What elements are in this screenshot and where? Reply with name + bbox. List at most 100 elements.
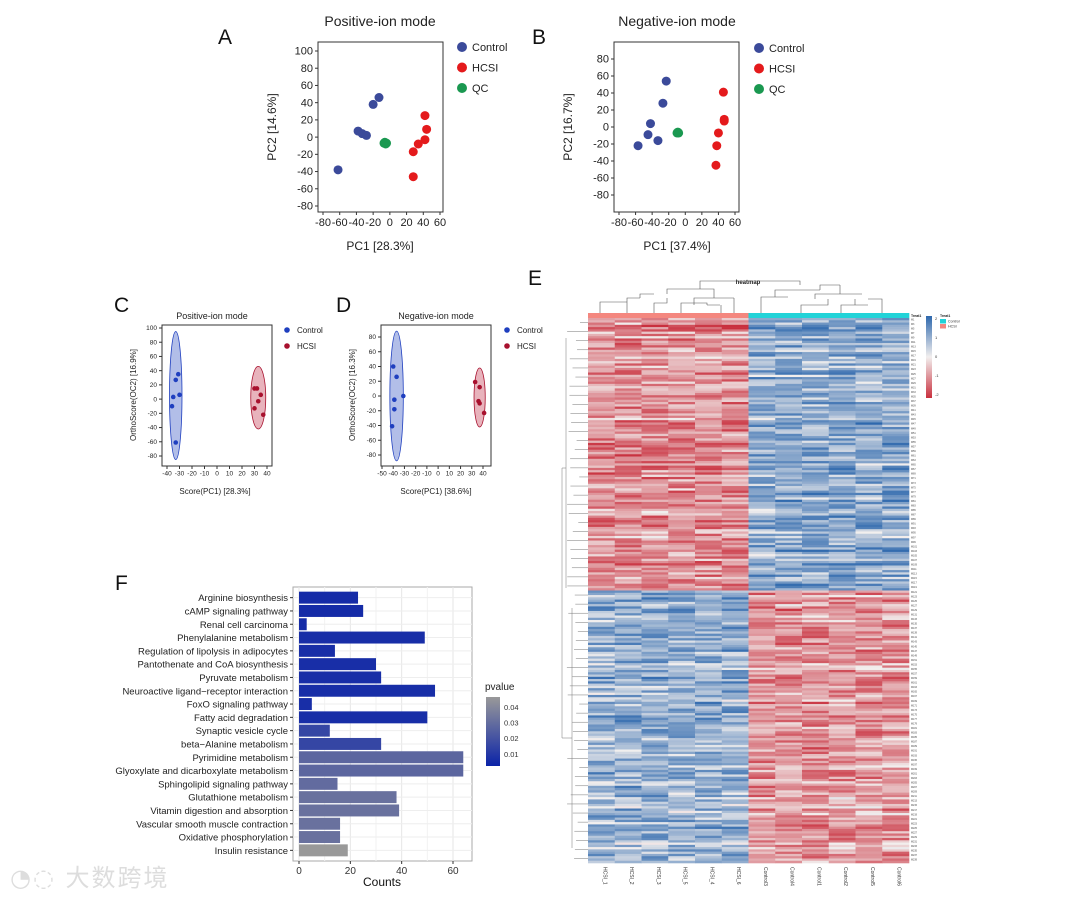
heatmap-cell <box>882 792 910 796</box>
heatmap-cell <box>695 624 723 628</box>
heatmap-cell <box>855 694 883 698</box>
heatmap-cell <box>802 610 830 614</box>
heatmap-cell <box>855 635 883 639</box>
heatmap-cell <box>695 683 723 687</box>
plot-a-ytick-label: 20 <box>301 115 313 127</box>
heatmap-cell <box>695 513 723 516</box>
heatmap-cell <box>588 422 616 426</box>
heatmap-cell <box>721 492 749 496</box>
heatmap-cell <box>668 554 696 557</box>
plot-b-xtick-label: -40 <box>644 217 660 229</box>
heatmap-cell <box>855 581 883 584</box>
heatmap-cell <box>641 367 669 371</box>
pvalue-colorbar <box>486 697 500 766</box>
heatmap-cell <box>855 529 883 532</box>
heatmap-cell <box>855 392 883 396</box>
heatmap-cell <box>695 822 723 825</box>
plot-a-control-point <box>368 99 378 109</box>
heatmap-cell <box>775 347 803 351</box>
annotation-cell <box>641 313 669 318</box>
heatmap-cell <box>775 429 803 432</box>
heatmap-cell <box>695 760 723 764</box>
heatmap-cell <box>668 560 696 564</box>
heatmap-cell <box>695 538 723 541</box>
heatmap-cell <box>695 601 723 605</box>
heatmap-cell <box>668 685 696 689</box>
heatmap-cell <box>828 465 856 469</box>
heatmap-cell <box>855 633 883 637</box>
heatmap-cell <box>802 476 830 480</box>
heatmap-cell <box>721 669 749 673</box>
heatmap-cell <box>695 626 723 630</box>
heatmap-cell <box>588 361 616 364</box>
heatmap-cell <box>855 515 883 519</box>
plot-d-hcsi-point <box>481 410 487 416</box>
heatmap-cell <box>882 429 910 432</box>
heatmap-cell <box>828 515 856 519</box>
heatmap-cell <box>695 397 723 401</box>
heatmap-cell <box>641 808 669 812</box>
plot-a-xtick-label: 60 <box>434 217 446 229</box>
heatmap-cell <box>668 342 696 346</box>
heatmap-cell <box>748 318 776 321</box>
heatmap-cell <box>588 581 616 584</box>
heatmap-cell <box>721 481 749 485</box>
heatmap-cell <box>775 626 803 630</box>
heatmap-cell <box>828 497 856 500</box>
heatmap-cell <box>775 365 803 369</box>
plot-d-control-point <box>389 423 395 429</box>
heatmap-cell <box>828 585 856 589</box>
heatmap-cell <box>748 345 776 348</box>
heatmap-cell <box>668 631 696 634</box>
heatmap-cell <box>802 749 830 753</box>
heatmap-cell <box>828 504 856 507</box>
heatmap-cell <box>721 860 749 864</box>
plot-d-legend-control-marker <box>504 327 510 333</box>
bar <box>299 604 364 617</box>
heatmap-cell <box>695 495 723 498</box>
heatmap-cell <box>668 651 696 655</box>
heatmap-cell <box>668 828 696 832</box>
heatmap-cell <box>775 853 803 857</box>
heatmap-cell <box>802 851 830 855</box>
heatmap-cell <box>588 340 616 344</box>
heatmap-cell <box>588 633 616 637</box>
heatmap-cell <box>748 402 776 405</box>
heatmap-cell <box>668 729 696 732</box>
heatmap-cell <box>882 731 910 734</box>
heatmap-cell <box>668 585 696 589</box>
heatmap-cell <box>882 694 910 698</box>
heatmap-cell <box>641 508 669 512</box>
heatmap-cell <box>695 563 723 566</box>
heatmap-cell <box>828 358 856 362</box>
heatmap-cell <box>882 560 910 564</box>
heatmap-cell <box>855 785 883 789</box>
heatmap-cell <box>775 461 803 464</box>
heatmap-cell <box>721 390 749 394</box>
heatmap-cell <box>588 517 616 521</box>
heatmap-cell <box>695 763 723 766</box>
heatmap-cell <box>882 406 910 410</box>
plot-b-hcsi-point <box>712 141 722 151</box>
heatmap-cell <box>641 606 669 609</box>
heatmap-cell <box>828 458 856 462</box>
heatmap-cell <box>668 476 696 480</box>
heatmap-cell <box>882 411 910 414</box>
heatmap-cell <box>588 463 616 466</box>
plot-b-hcsi-point <box>713 128 723 138</box>
plot-c-legend-control-marker <box>284 327 290 333</box>
heatmap-cell <box>775 342 803 346</box>
plot-b-xtick-label: -20 <box>661 217 677 229</box>
heatmap-cell <box>721 411 749 414</box>
heatmap-cell <box>614 635 642 639</box>
heatmap-cell <box>588 427 616 430</box>
heatmap-cell <box>748 572 776 575</box>
heatmap-cell <box>614 851 642 855</box>
heatmap-cell <box>828 397 856 401</box>
heatmap-cell <box>828 645 856 648</box>
heatmap-cell <box>614 799 642 802</box>
heatmap-cell <box>721 606 749 609</box>
heatmap-cell <box>775 526 803 530</box>
heatmap-cell <box>641 810 669 814</box>
heatmap-cell <box>855 617 883 621</box>
